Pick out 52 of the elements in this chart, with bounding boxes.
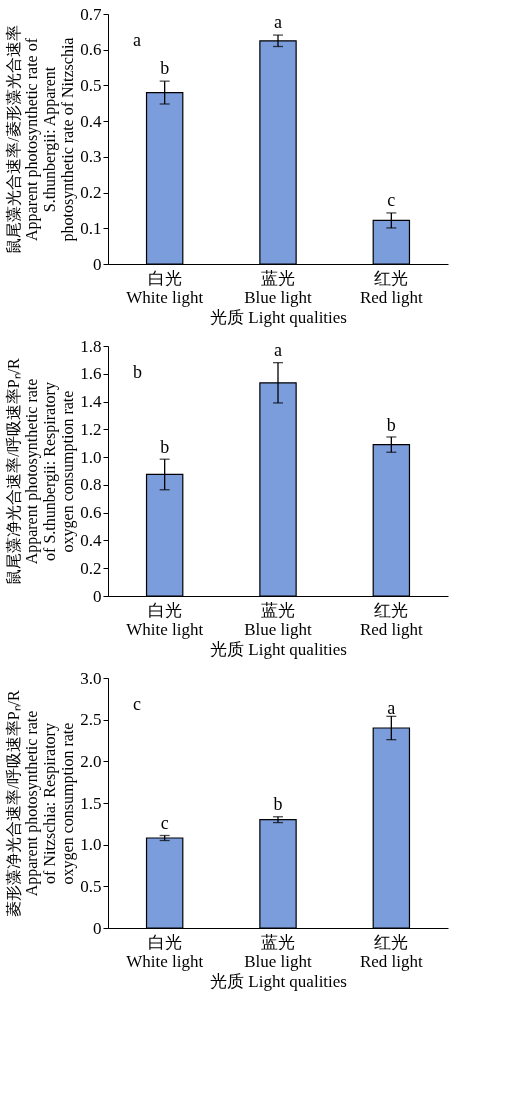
y-tick-label: 0 — [93, 586, 102, 606]
x-tick-label: 蓝光 Blue light — [244, 600, 313, 639]
y-tick-label: 1.0 — [80, 447, 102, 467]
annotation: b — [386, 414, 396, 435]
y-tick-label: 0 — [93, 254, 102, 274]
y-tick-label: 0.7 — [80, 4, 102, 24]
annotation: b — [160, 437, 170, 458]
y-tick-label: 0.5 — [80, 75, 102, 95]
y-tick-label: 1.6 — [80, 364, 102, 384]
y-tick-label: 0.2 — [80, 558, 102, 578]
y-tick-label: 1.8 — [80, 336, 102, 356]
x-tick-label: 蓝光 Blue light — [244, 268, 313, 307]
x-axis-title: 光质 Light qualities — [210, 307, 347, 327]
y-tick-label: 0.5 — [80, 876, 102, 896]
annotation: c — [387, 189, 396, 210]
x-axis-title: 光质 Light qualities — [210, 639, 347, 659]
x-tick-label: 红光 Red light — [359, 268, 424, 307]
text: b — [133, 362, 142, 382]
y-tick-label: 0.8 — [80, 475, 102, 495]
y-tick-label: 1.4 — [80, 392, 102, 412]
text: c — [133, 694, 141, 714]
y-tick-label: 1.5 — [80, 793, 102, 813]
y-tick-label: 0.2 — [80, 183, 102, 203]
y-axis-title: 鼠尾藻光合速率/菱形藻光合速率 Apparent photosynthetic rate of S.thunbergii: Apparent photosynthetic rate of Nitzschia — [5, 25, 78, 254]
annotation: a — [274, 339, 282, 360]
y-tick-label: 0.4 — [80, 111, 102, 131]
y-tick-label: 1.2 — [80, 419, 102, 439]
y-tick-label: 0 — [93, 918, 102, 938]
y-axis-title: 菱形藻净光合速率/呼吸速率Pₙ/R Apparent photosynthetic rate of Nitzschia: Respiratory oxygen consumption rate — [5, 689, 78, 917]
x-tick-label: 红光 Red light — [359, 600, 424, 639]
y-tick-label: 0.4 — [80, 530, 102, 550]
x-tick-label: 白光 White light — [126, 932, 204, 971]
text: a — [133, 30, 141, 50]
x-tick-label: 蓝光 Blue light — [244, 932, 313, 971]
y-tick-label: 0.6 — [80, 40, 102, 60]
annotation: b — [273, 793, 283, 814]
y-tick-label: 0.3 — [80, 147, 102, 167]
y-tick-label: 3.0 — [80, 668, 102, 688]
y-tick-label: 0.6 — [80, 503, 102, 523]
annotation: b — [160, 58, 170, 79]
x-tick-label: 红光 Red light — [359, 932, 424, 971]
x-axis-title: 光质 Light qualities — [210, 971, 347, 991]
annotation: c — [160, 813, 169, 833]
y-tick-label: 2.5 — [80, 710, 102, 730]
y-tick-label: 1.0 — [80, 835, 102, 855]
x-tick-label: 白光 White light — [126, 600, 204, 639]
annotation: a — [387, 698, 396, 718]
y-axis-title: 鼠尾藻净光合速率/呼吸速率Pₙ/R Apparent photosynthetic rate of S.thunbergii: Respiratory oxygen consumption rate — [5, 357, 78, 585]
x-tick-label: 白光 White light — [126, 268, 204, 307]
annotation: a — [274, 11, 282, 32]
y-tick-label: 0.1 — [80, 218, 102, 238]
y-tick-label: 2.0 — [80, 751, 102, 771]
